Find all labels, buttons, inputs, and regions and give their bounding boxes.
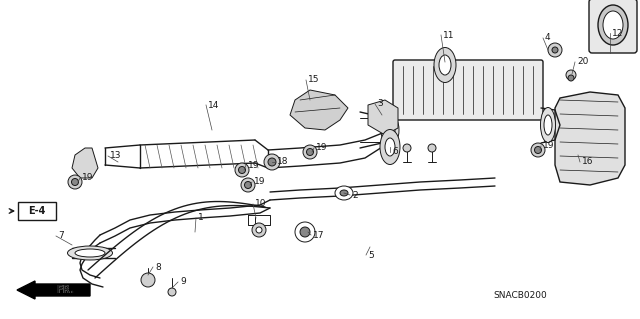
Text: 19: 19 — [82, 174, 93, 182]
Text: 15: 15 — [308, 76, 319, 85]
Circle shape — [403, 144, 411, 152]
Text: 3: 3 — [377, 100, 383, 108]
Text: 7: 7 — [58, 232, 64, 241]
Text: 19: 19 — [543, 142, 554, 151]
Circle shape — [235, 163, 249, 177]
Circle shape — [241, 178, 255, 192]
Circle shape — [239, 167, 246, 174]
Circle shape — [428, 144, 436, 152]
Circle shape — [295, 222, 315, 242]
Ellipse shape — [75, 249, 105, 257]
Ellipse shape — [434, 48, 456, 83]
Ellipse shape — [598, 5, 628, 45]
FancyBboxPatch shape — [393, 60, 543, 120]
Circle shape — [252, 223, 266, 237]
Polygon shape — [72, 148, 98, 178]
Text: 16: 16 — [582, 158, 593, 167]
Circle shape — [552, 47, 558, 53]
Text: 12: 12 — [612, 28, 623, 38]
Ellipse shape — [340, 190, 348, 196]
Text: 13: 13 — [110, 152, 122, 160]
Circle shape — [300, 227, 310, 237]
Ellipse shape — [380, 130, 400, 165]
Circle shape — [568, 75, 574, 81]
Polygon shape — [368, 100, 398, 135]
Circle shape — [141, 273, 155, 287]
Ellipse shape — [67, 246, 113, 260]
Text: FR.: FR. — [56, 285, 74, 295]
Ellipse shape — [385, 138, 395, 156]
Circle shape — [534, 146, 541, 153]
Circle shape — [68, 175, 82, 189]
Text: E-4: E-4 — [28, 206, 45, 216]
Ellipse shape — [381, 114, 399, 146]
Text: 4: 4 — [545, 33, 550, 42]
Ellipse shape — [603, 11, 623, 39]
Text: 17: 17 — [313, 231, 324, 240]
Text: 20: 20 — [577, 57, 588, 66]
Text: 19: 19 — [254, 177, 266, 187]
Circle shape — [244, 182, 252, 189]
Ellipse shape — [541, 108, 556, 143]
Text: 8: 8 — [155, 263, 161, 271]
Circle shape — [168, 288, 176, 296]
Circle shape — [566, 70, 576, 80]
Circle shape — [268, 158, 276, 166]
Polygon shape — [555, 92, 625, 185]
Polygon shape — [290, 90, 348, 130]
Circle shape — [264, 154, 280, 170]
Ellipse shape — [335, 186, 353, 200]
Text: 1: 1 — [198, 213, 204, 222]
Circle shape — [531, 143, 545, 157]
FancyBboxPatch shape — [589, 0, 637, 53]
Circle shape — [307, 149, 314, 155]
Text: 19: 19 — [248, 160, 259, 169]
Bar — [18, 202, 56, 220]
Text: 10: 10 — [255, 199, 266, 209]
Text: 14: 14 — [208, 100, 220, 109]
FancyArrow shape — [17, 281, 90, 299]
Text: 9: 9 — [180, 278, 186, 286]
Circle shape — [72, 179, 79, 186]
Circle shape — [303, 145, 317, 159]
Circle shape — [548, 43, 562, 57]
Ellipse shape — [544, 115, 552, 135]
Text: 5: 5 — [368, 250, 374, 259]
Ellipse shape — [439, 55, 451, 75]
Ellipse shape — [385, 121, 395, 139]
Circle shape — [256, 227, 262, 233]
Text: SNACB0200: SNACB0200 — [493, 291, 547, 300]
Text: FR.: FR. — [56, 285, 74, 295]
Text: 11: 11 — [443, 31, 454, 40]
Text: 2: 2 — [352, 190, 358, 199]
Text: 19: 19 — [316, 144, 328, 152]
Text: 18: 18 — [277, 158, 289, 167]
Text: 6: 6 — [392, 147, 397, 157]
